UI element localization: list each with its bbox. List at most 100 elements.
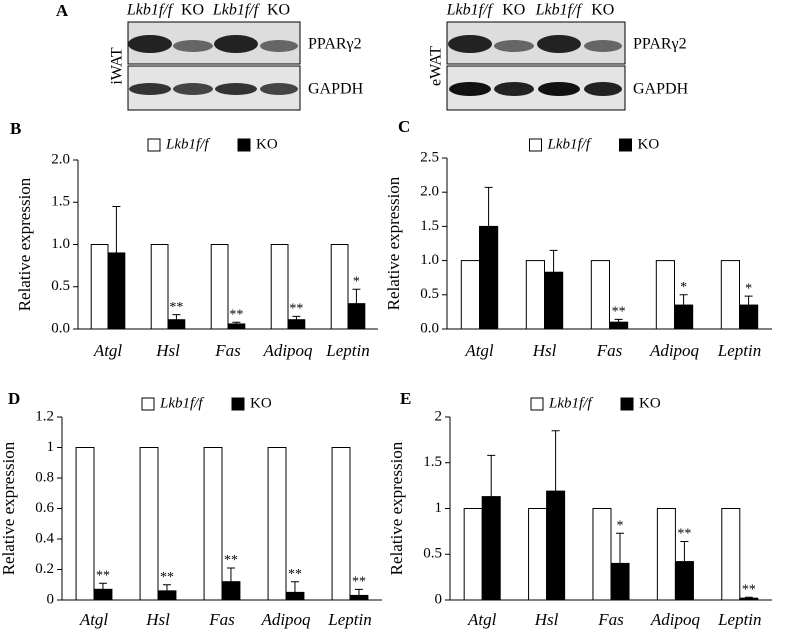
bar bbox=[157, 590, 177, 601]
x-tick-label: Leptin bbox=[717, 341, 761, 360]
x-tick-label: Atgl bbox=[464, 341, 494, 360]
x-tick-label: Adipoq bbox=[262, 341, 313, 360]
error-bar bbox=[744, 295, 753, 306]
bar bbox=[655, 260, 675, 330]
error-bar bbox=[226, 567, 235, 582]
significance: ** bbox=[288, 567, 302, 582]
y-tick-label: 1.5 bbox=[423, 454, 442, 470]
band bbox=[537, 35, 581, 53]
bar bbox=[739, 304, 759, 330]
x-tick-label: Atgl bbox=[467, 610, 497, 629]
protein-label: GAPDH bbox=[308, 81, 364, 98]
lane-label: Lkb1f/f bbox=[446, 2, 495, 19]
y-tick-label: 0.5 bbox=[51, 278, 70, 294]
significance: ** bbox=[289, 302, 303, 317]
legend-label: KO bbox=[639, 395, 661, 411]
band bbox=[260, 83, 298, 95]
error-bar bbox=[352, 288, 361, 304]
y-tick-label: 2.5 bbox=[420, 149, 439, 165]
x-tick-label: Fas bbox=[208, 610, 235, 629]
y-axis-label: Relative expression bbox=[15, 177, 34, 311]
bar bbox=[590, 260, 610, 330]
legend-label: KO bbox=[256, 136, 278, 152]
x-tick-label: Hsl bbox=[534, 610, 559, 629]
bar bbox=[739, 597, 759, 601]
legend-label: KO bbox=[638, 136, 660, 152]
error-bar bbox=[292, 315, 301, 320]
panel-label: B bbox=[10, 119, 21, 138]
x-tick-label: Fas bbox=[596, 341, 623, 360]
bar bbox=[203, 447, 223, 601]
legend-label: Lkb1f/f bbox=[547, 136, 592, 152]
band bbox=[260, 40, 298, 52]
band bbox=[214, 35, 258, 53]
bar bbox=[150, 244, 169, 330]
x-tick-label: Leptin bbox=[327, 610, 371, 629]
legend-label: Lkb1f/f bbox=[159, 395, 204, 411]
bar bbox=[481, 496, 501, 601]
x-tick-label: Leptin bbox=[717, 610, 761, 629]
legend-swatch bbox=[529, 138, 542, 152]
legend-swatch bbox=[141, 397, 155, 411]
y-tick-label: 2 bbox=[435, 408, 443, 424]
bar bbox=[463, 508, 483, 601]
blot-right bbox=[446, 21, 626, 111]
x-tick-label: Fas bbox=[214, 341, 241, 360]
lane-label: KO bbox=[502, 2, 525, 19]
bar bbox=[267, 447, 287, 601]
lane-label: Lkb1f/f bbox=[212, 2, 261, 19]
y-tick-label: 2.0 bbox=[51, 151, 70, 167]
error-bar bbox=[354, 588, 363, 596]
bar bbox=[610, 562, 630, 601]
error-bar bbox=[290, 581, 299, 593]
bar bbox=[479, 225, 499, 330]
y-axis-label: Relative expression bbox=[0, 441, 18, 575]
y-tick-label: 1.5 bbox=[420, 218, 439, 234]
band bbox=[173, 40, 213, 52]
bar bbox=[460, 260, 480, 330]
error-bar bbox=[484, 186, 493, 227]
bar bbox=[107, 252, 126, 330]
error-bar bbox=[162, 584, 171, 591]
significance: ** bbox=[160, 570, 174, 585]
x-tick-label: Adipoq bbox=[260, 610, 311, 629]
legend-swatch bbox=[619, 138, 632, 152]
x-tick-label: Atgl bbox=[93, 341, 123, 360]
bar bbox=[609, 321, 629, 330]
bar bbox=[592, 508, 612, 601]
band bbox=[449, 82, 491, 96]
error-bar bbox=[679, 294, 688, 306]
significance: ** bbox=[742, 582, 756, 597]
y-tick-label: 0.0 bbox=[51, 320, 70, 336]
band bbox=[494, 82, 534, 96]
y-tick-label: 0.6 bbox=[35, 500, 54, 516]
band bbox=[584, 40, 622, 52]
legend-swatch bbox=[620, 397, 634, 411]
error-bar bbox=[744, 596, 753, 599]
y-tick-label: 0.4 bbox=[35, 530, 54, 546]
bar bbox=[285, 591, 305, 601]
y-tick-label: 0.8 bbox=[35, 469, 54, 485]
bar bbox=[721, 508, 741, 601]
band bbox=[128, 35, 172, 53]
significance: * bbox=[680, 280, 687, 295]
x-tick-label: Leptin bbox=[325, 341, 369, 360]
protein-label: PPARγ2 bbox=[308, 36, 362, 53]
bar bbox=[221, 581, 241, 601]
y-tick-label: 0.2 bbox=[35, 561, 54, 577]
bar bbox=[347, 303, 366, 330]
lane-label: KO bbox=[267, 2, 290, 19]
bar bbox=[210, 244, 229, 330]
lane-label: KO bbox=[181, 2, 204, 19]
error-bar bbox=[549, 249, 558, 273]
error-bar bbox=[98, 582, 107, 590]
y-tick-label: 1 bbox=[47, 439, 55, 455]
significance: ** bbox=[169, 300, 183, 315]
y-tick-label: 0.5 bbox=[423, 546, 442, 562]
error-bar bbox=[112, 205, 121, 253]
legend-label: Lkb1f/f bbox=[165, 136, 210, 152]
significance: * bbox=[745, 281, 752, 296]
significance: ** bbox=[677, 527, 691, 542]
panel-label: C bbox=[398, 117, 410, 136]
